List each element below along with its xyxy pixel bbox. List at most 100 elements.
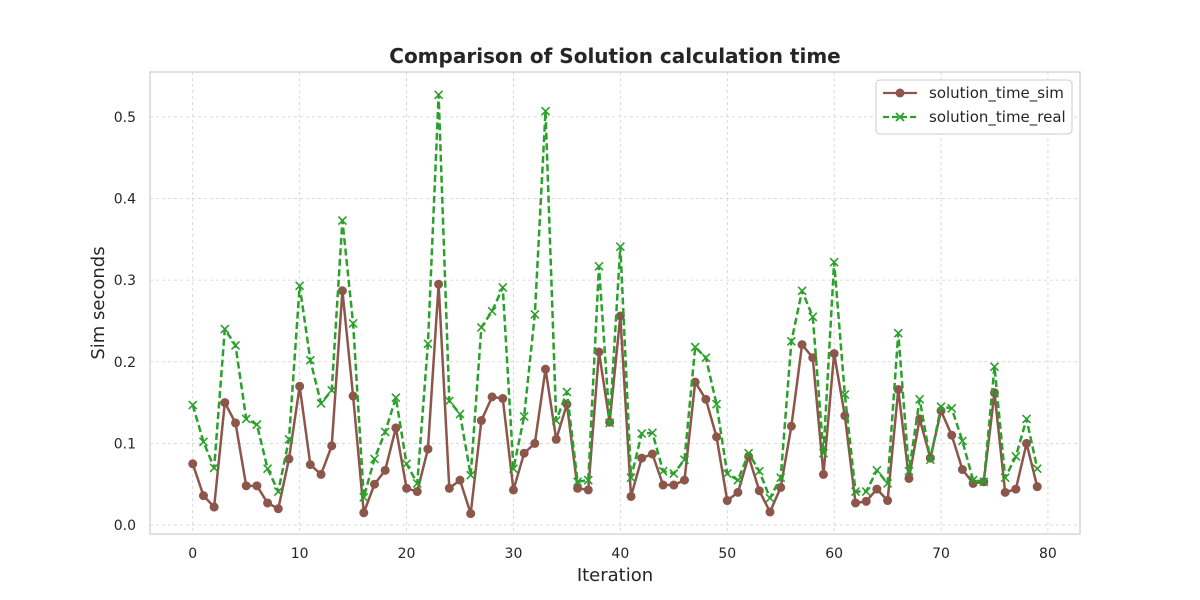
data-point-solution_time_sim	[957, 465, 967, 475]
tick-labels: 0 10 20 30 40 50 60 70 80 0.0 0.1 0.2 0.3 0.4 0.5	[114, 110, 1057, 562]
data-point-solution_time_sim	[1022, 438, 1032, 448]
data-point-solution_time_sim	[337, 286, 347, 296]
data-point-solution_time_real	[423, 339, 433, 349]
legend-sim-marker	[895, 88, 905, 98]
data-point-solution_time_sim	[669, 480, 679, 490]
data-point-solution_time_real	[230, 340, 241, 351]
data-point-solution_time_sim	[829, 349, 839, 359]
x-tick-label: 30	[505, 546, 523, 562]
data-point-solution_time_real	[295, 281, 305, 291]
data-point-solution_time_real	[915, 394, 925, 404]
data-point-solution_time_real	[530, 309, 540, 319]
data-point-solution_time_sim	[701, 394, 711, 404]
data-point-solution_time_sim	[893, 385, 903, 395]
data-point-solution_time_real	[647, 428, 657, 438]
x-tick-label: 80	[1039, 546, 1057, 562]
plot-frame	[149, 71, 1081, 535]
data-point-solution_time_sim	[273, 504, 283, 514]
data-point-solution_time_sim	[220, 398, 230, 408]
data-point-solution_time_real	[872, 465, 882, 475]
data-point-solution_time_real	[434, 90, 444, 100]
data-point-solution_time_sim	[316, 469, 326, 479]
data-point-solution_time_real	[754, 466, 764, 476]
data-point-solution_time_sim	[359, 508, 369, 518]
data-point-solution_time_real	[487, 306, 497, 316]
data-point-solution_time_real	[679, 455, 690, 465]
data-point-solution_time_real	[412, 478, 422, 488]
data-point-solution_time_real	[220, 324, 230, 334]
y-tick-label: 0.3	[114, 273, 136, 289]
data-point-solution_time_real	[594, 261, 604, 271]
data-point-solution_time_real	[658, 466, 668, 476]
series-line-solution_time_real	[191, 93, 1039, 500]
x-tick-label: 0	[188, 546, 197, 562]
data-point-solution_time_real	[605, 418, 615, 428]
data-point-solution_time_sim	[573, 483, 583, 493]
data-point-solution_time_real	[359, 492, 369, 502]
data-point-solution_time_sim	[198, 491, 208, 501]
data-point-solution_time_sim	[263, 498, 273, 508]
x-tick-label: 40	[611, 546, 629, 562]
data-point-solution_time_sim	[776, 482, 786, 492]
data-point-solution_time_sim	[444, 483, 454, 493]
data-point-solution_time_real	[188, 400, 198, 410]
data-point-solution_time_real	[776, 473, 786, 483]
data-point-solution_time_real	[466, 470, 476, 480]
data-point-solution_time_real	[765, 493, 775, 503]
data-point-solution_time_sim	[712, 432, 722, 442]
data-point-solution_time_sim	[391, 423, 401, 433]
data-point-solution_time_sim	[1000, 487, 1010, 497]
data-point-solution_time_real	[573, 477, 583, 487]
data-point-solution_time_sim	[519, 448, 529, 458]
data-point-solution_time_real	[519, 411, 529, 422]
data-point-solution_time_sim	[380, 465, 390, 475]
legend: solution_time_sim solution_time_real	[875, 79, 1073, 135]
y-tick-label: 0.4	[114, 192, 136, 208]
data-point-solution_time_real	[583, 475, 593, 485]
data-point-solution_time_sim	[530, 438, 540, 448]
data-point-solution_time_sim	[476, 416, 486, 426]
data-point-solution_time_real	[273, 486, 283, 497]
data-point-solution_time_real	[626, 473, 636, 483]
data-point-solution_time_sim	[861, 496, 871, 506]
data-point-solution_time_sim	[188, 459, 198, 469]
data-point-solution_time_real	[498, 282, 508, 293]
y-tick-label: 0.1	[114, 436, 136, 452]
series-solution_time_sim	[188, 279, 1042, 519]
data-point-solution_time_sim	[348, 391, 358, 401]
data-point-solution_time_sim	[797, 340, 807, 350]
data-point-solution_time_sim	[733, 487, 743, 497]
data-point-solution_time_sim	[947, 430, 957, 440]
data-point-solution_time_sim	[583, 485, 593, 495]
data-point-solution_time_real	[337, 215, 347, 226]
data-point-solution_time_real	[711, 399, 722, 409]
data-point-solution_time_real	[637, 429, 647, 439]
data-point-solution_time_sim	[241, 481, 251, 491]
data-point-solution_time_real	[850, 486, 861, 497]
data-point-solution_time_sim	[765, 507, 775, 517]
data-point-solution_time_sim	[786, 421, 796, 431]
data-point-solution_time_real	[455, 409, 465, 419]
data-point-solution_time_real	[818, 448, 829, 458]
legend-sim-label: solution_time_sim	[929, 84, 1064, 103]
data-point-solution_time_sim	[305, 460, 315, 470]
data-point-solution_time_real	[476, 322, 486, 333]
data-point-solution_time_real	[327, 385, 337, 395]
data-point-solution_time_real	[829, 257, 839, 267]
y-tick-label: 0.2	[114, 355, 136, 371]
data-point-solution_time_real	[893, 328, 903, 338]
data-point-solution_time_sim	[904, 473, 914, 483]
data-point-solution_time_real	[1011, 451, 1021, 462]
data-point-solution_time_real	[241, 414, 251, 424]
data-point-solution_time_sim	[626, 491, 636, 501]
data-point-solution_time_sim	[754, 486, 764, 496]
legend-real-label: solution_time_real	[929, 108, 1066, 127]
data-point-solution_time_sim	[541, 364, 551, 374]
x-tick-label: 20	[398, 546, 416, 562]
data-point-solution_time_real	[957, 436, 967, 446]
data-point-solution_time_real	[936, 402, 946, 412]
data-point-solution_time_sim	[252, 481, 262, 491]
data-point-solution_time_sim	[658, 480, 668, 490]
data-point-solution_time_real	[305, 355, 315, 365]
